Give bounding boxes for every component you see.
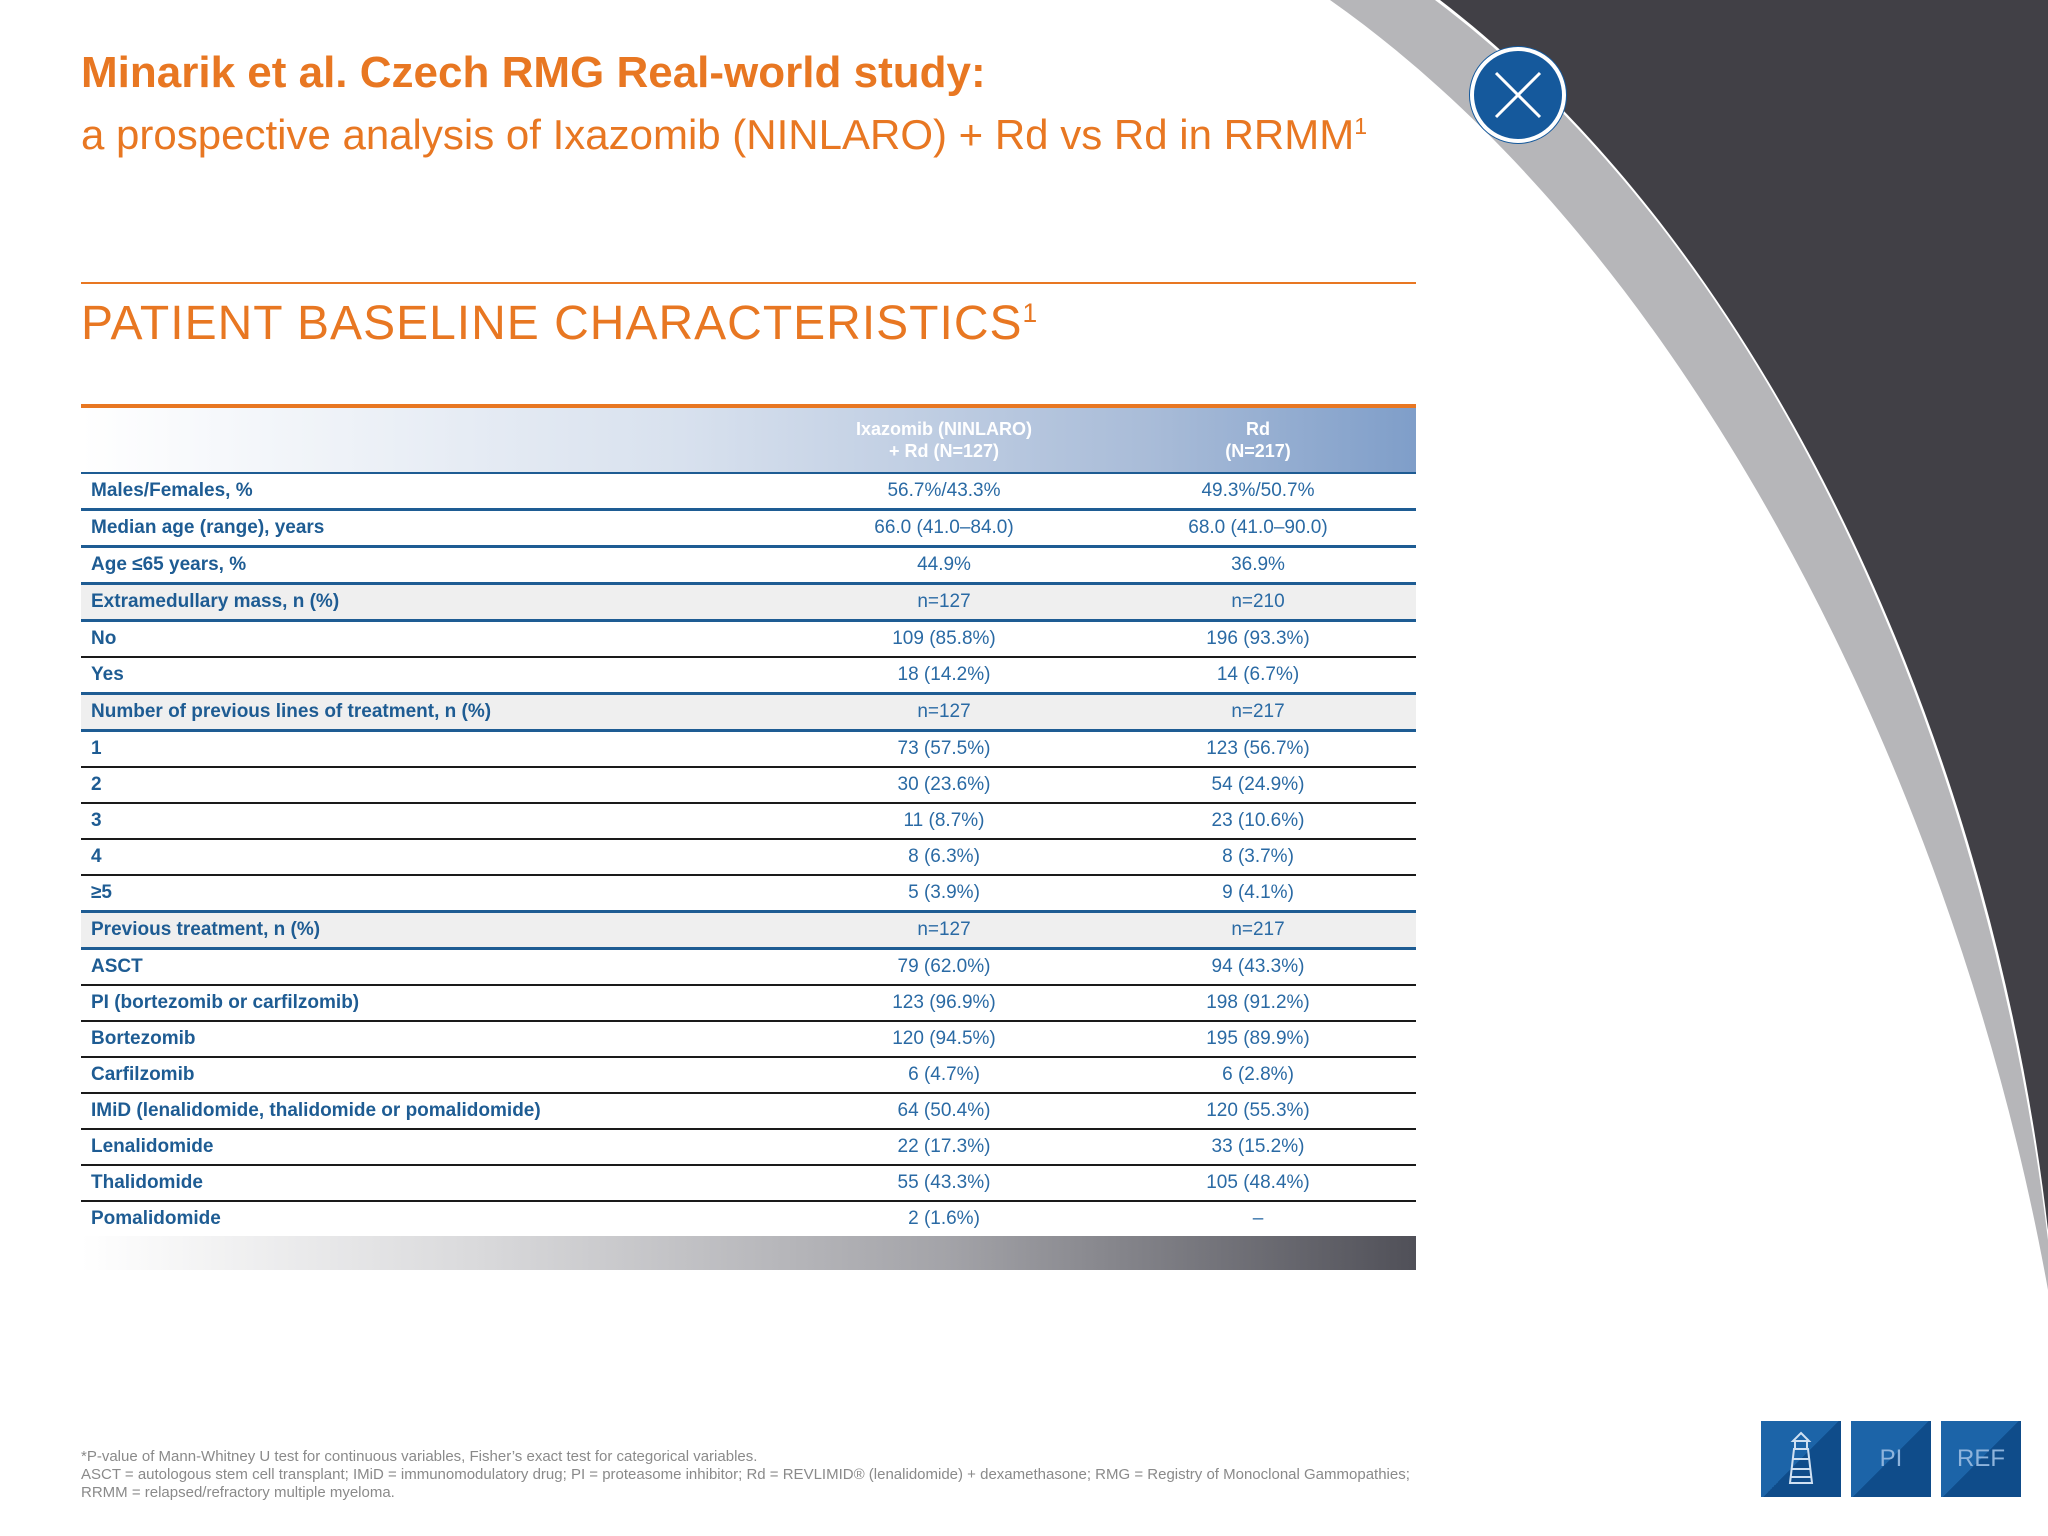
close-icon (1494, 71, 1542, 119)
table-row: Age ≤65 years, % 44.9% 36.9% (81, 548, 1416, 585)
footnote-3: RRMM = relapsed/refractory multiple myel… (81, 1484, 395, 1501)
title-divider (81, 282, 1416, 284)
table-row: Median age (range), years 66.0 (41.0–84.0… (81, 511, 1416, 548)
close-button[interactable] (1470, 47, 1566, 143)
ref-button[interactable]: REF (1941, 1421, 2021, 1497)
table-footer-bar (81, 1236, 1416, 1270)
section-heading: PATIENT BASELINE CHARACTERISTICS1 (81, 297, 1039, 350)
table-row: PI (bortezomib or carfilzomib) 123 (96.9%… (81, 986, 1416, 1022)
table-row: ≥5 5 (3.9%) 9 (4.1%) (81, 876, 1416, 913)
pi-button[interactable]: PI (1851, 1421, 1931, 1497)
table-row: ASCT 79 (62.0%) 94 (43.3%) (81, 950, 1416, 986)
table-row: 1 73 (57.5%) 123 (56.7%) (81, 732, 1416, 768)
pi-label: PI (1879, 1445, 1903, 1472)
table-row: Pomalidomide 2 (1.6%) – (91, 1208, 1264, 1229)
lighthouse-icon (1788, 1431, 1814, 1484)
table-group-row: Number of previous lines of treatment, n… (81, 695, 1416, 732)
ref-label: REF (1957, 1445, 2005, 1472)
header-empty-cell (81, 408, 787, 472)
footnote-2: ASCT = autologous stem cell transplant; … (81, 1466, 1410, 1483)
table-row: No 109 (85.8%) 196 (93.3%) (81, 622, 1416, 658)
table-row: Lenalidomide 22 (17.3%) 33 (15.2%) (81, 1130, 1416, 1166)
header-ixazomib: Ixazomib (NINLARO) + Rd (N=127) (855, 419, 1032, 461)
title-line-2: a prospective analysis of Ixazomib (NINL… (81, 111, 1368, 158)
slide-title: Minarik et al. Czech RMG Real-world stud… (81, 45, 1441, 160)
table-header: Ixazomib (NINLARO) + Rd (N=127) Rd (N=217) (81, 404, 1416, 474)
title-line-1: Minarik et al. Czech RMG Real-world stud… (81, 48, 986, 97)
table-row: Bortezomib 120 (94.5%) 195 (89.9%) (81, 1022, 1416, 1058)
table-row: Males/Females, % 56.7%/43.3% 49.3%/50.7% (81, 474, 1416, 511)
table-group-row: Previous treatment, n (%) n=127 n=217 (81, 913, 1416, 950)
table-row: Carfilzomib 6 (4.7%) 6 (2.8%) (81, 1058, 1416, 1094)
baseline-table: Ixazomib (NINLARO) + Rd (N=127) Rd (N=217)… (81, 404, 1416, 1270)
table-row: IMiD (lenalidomide, thalidomide or pomal… (81, 1094, 1416, 1130)
footnotes: *P-value of Mann-Whitney U test for cont… (81, 1448, 1681, 1502)
home-button[interactable] (1761, 1421, 1841, 1497)
table-row: 3 11 (8.7%) 23 (10.6%) (81, 804, 1416, 840)
header-rd: Rd (N=217) (1225, 419, 1291, 461)
table-row: Yes 18 (14.2%) 14 (6.7%) (81, 658, 1416, 695)
footnote-1: *P-value of Mann-Whitney U test for cont… (81, 1448, 758, 1465)
table-group-row: Extramedullary mass, n (%) n=127 n=210 (81, 585, 1416, 622)
table-row: 2 30 (23.6%) 54 (24.9%) (81, 768, 1416, 804)
table-row: Thalidomide 55 (43.3%) 105 (48.4%) (81, 1166, 1416, 1202)
